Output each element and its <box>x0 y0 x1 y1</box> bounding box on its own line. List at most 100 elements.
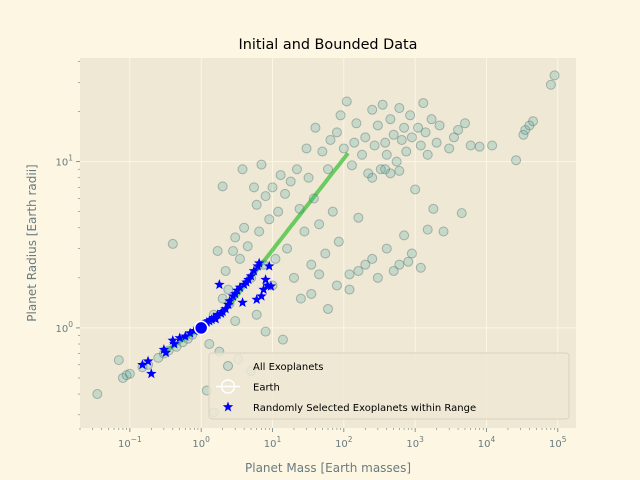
all-exoplanet-point <box>406 132 417 143</box>
all-exoplanet-point <box>428 203 439 214</box>
legend-marker-all <box>223 361 233 371</box>
all-exoplanet-point <box>344 269 355 280</box>
all-exoplanet-point <box>254 226 265 237</box>
all-exoplanet-point <box>294 203 305 214</box>
all-exoplanet-point <box>338 143 349 154</box>
all-exoplanet-point <box>545 79 556 90</box>
all-exoplanet-point <box>306 288 317 299</box>
all-exoplanet-point <box>413 122 424 133</box>
all-exoplanet-point <box>228 246 239 257</box>
selected-exoplanet-point <box>201 316 213 327</box>
all-exoplanet-point <box>124 368 135 379</box>
all-exoplanet-point <box>363 168 374 179</box>
selected-exoplanet-point <box>210 313 221 324</box>
all-exoplanet-point <box>549 70 560 81</box>
all-exoplanet-point <box>459 118 470 129</box>
selected-exoplanet-point <box>184 327 196 338</box>
y-axis-label: Planet Radius [Earth radii] <box>25 164 39 321</box>
selected-exoplanet-point <box>217 306 228 317</box>
earth-point <box>193 320 209 336</box>
legend-label: All Exoplanets <box>253 362 324 373</box>
all-exoplanet-point <box>310 122 321 133</box>
all-exoplanet-point <box>456 208 467 219</box>
series-earth <box>193 320 209 336</box>
selected-exoplanet-point <box>146 368 157 379</box>
series-selected-exoplanets <box>137 257 277 379</box>
x-tick-label: 103 <box>406 435 424 450</box>
all-exoplanet-point <box>301 143 312 154</box>
selected-exoplanet-point <box>180 330 191 341</box>
x-tick-label: 104 <box>478 435 496 450</box>
x-axis-label: Planet Mass [Earth masses] <box>245 461 411 475</box>
all-exoplanet-point <box>381 149 392 160</box>
x-axis-ticks: 10−1 100 101 102 103 104 105 <box>118 428 567 450</box>
all-exoplanet-point <box>380 164 391 175</box>
all-exoplanet-point <box>520 124 531 135</box>
all-exoplanet-point <box>351 118 362 129</box>
all-exoplanet-point <box>275 170 286 181</box>
selected-exoplanet-point <box>142 355 154 366</box>
all-exoplanet-point <box>357 149 368 160</box>
all-exoplanet-point <box>448 132 459 143</box>
selected-exoplanet-point <box>251 294 262 305</box>
all-exoplanet-point <box>314 269 325 280</box>
all-exoplanet-point <box>331 280 342 291</box>
all-exoplanet-point <box>323 303 333 314</box>
all-exoplanet-point <box>349 137 360 148</box>
all-exoplanet-point <box>415 262 426 273</box>
y-tick-label: 101 <box>55 154 73 169</box>
selected-exoplanet-point <box>160 347 172 358</box>
all-exoplanet-point <box>422 224 433 235</box>
all-exoplanet-point <box>360 259 371 270</box>
y-axis-ticks: 100 101 <box>55 154 80 335</box>
legend-box <box>208 352 570 420</box>
y-tick-label: 100 <box>55 320 73 335</box>
all-exoplanet-point <box>431 137 442 148</box>
all-exoplanet-point <box>394 259 405 270</box>
all-exoplanet-point <box>438 226 449 237</box>
legend-label: Randomly Selected Exoplanets within Rang… <box>253 403 476 414</box>
all-exoplanet-point <box>434 120 445 131</box>
all-exoplanet-point <box>237 164 248 175</box>
all-exoplanet-point <box>92 389 103 400</box>
selected-exoplanet-point <box>258 284 269 295</box>
all-exoplanet-point <box>267 182 278 193</box>
all-exoplanet-point <box>524 120 535 131</box>
all-exoplanet-point <box>331 127 342 138</box>
all-exoplanet-point <box>394 103 405 114</box>
all-exoplanet-point <box>204 339 215 350</box>
x-tick-label: 100 <box>192 435 210 450</box>
all-exoplanet-point <box>242 241 253 252</box>
all-exoplanet-point <box>295 293 306 304</box>
legend-label: Earth <box>253 383 280 394</box>
all-exoplanet-point <box>291 164 302 175</box>
selected-exoplanet-point <box>253 257 265 268</box>
all-exoplanet-point <box>422 149 433 160</box>
legend-marker-earth <box>220 379 236 394</box>
all-exoplanet-point <box>396 134 407 145</box>
selected-exoplanet-point <box>174 332 185 343</box>
selected-exoplanet-point <box>237 297 248 308</box>
x-tick-label: 10−1 <box>118 435 142 450</box>
all-exoplanet-point <box>418 98 429 109</box>
all-exoplanet-point <box>260 191 271 202</box>
all-exoplanet-point <box>375 164 386 175</box>
minor-ticks <box>78 61 555 430</box>
legend-marker-selected <box>222 401 234 412</box>
all-exoplanet-point <box>377 99 388 110</box>
all-exoplanet-point <box>420 127 431 138</box>
all-exoplanet-point <box>388 265 399 276</box>
all-exoplanet-point <box>217 181 228 192</box>
all-exoplanet-point <box>518 129 529 140</box>
selected-exoplanet-point <box>189 325 200 336</box>
selected-exoplanet-point <box>256 290 267 301</box>
all-exoplanet-point <box>410 184 421 195</box>
all-exoplanet-point <box>308 193 319 204</box>
all-exoplanet-point <box>372 120 383 131</box>
all-exoplanet-point <box>230 316 241 327</box>
x-tick-label: 101 <box>264 435 282 450</box>
all-exoplanet-point <box>314 219 325 230</box>
all-exoplanet-point <box>487 140 498 151</box>
selected-exoplanet-point <box>167 334 179 345</box>
